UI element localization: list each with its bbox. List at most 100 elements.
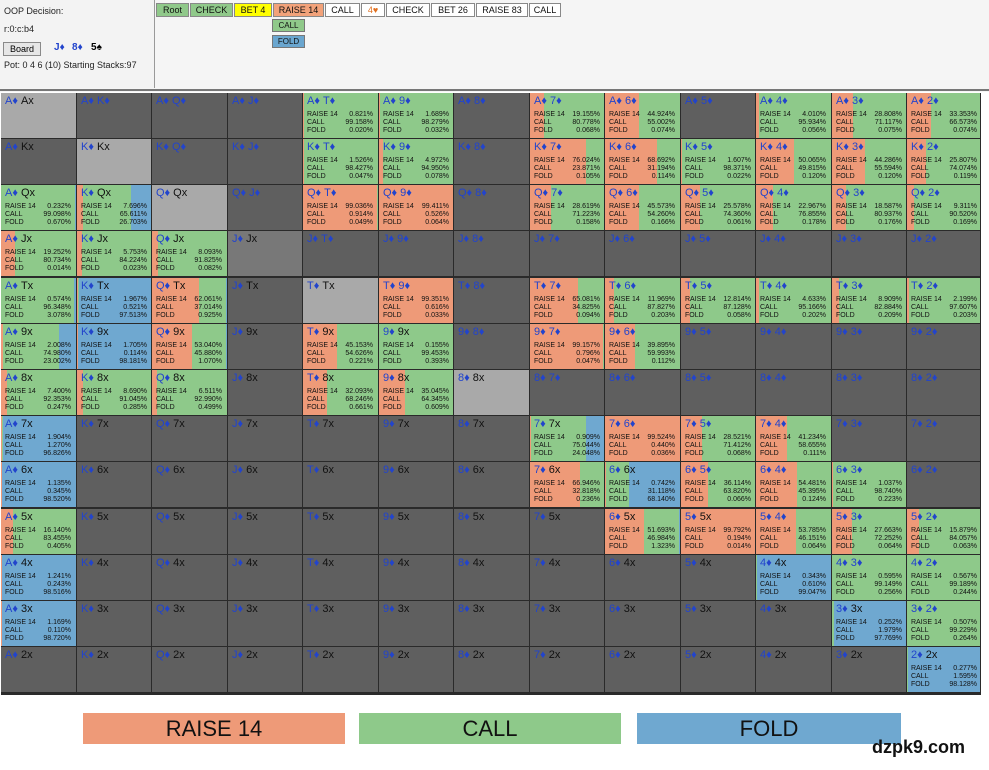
hand-cell[interactable]: T♦ 8♦ — [454, 278, 529, 323]
hand-cell[interactable]: RAISE 14 62.061% CALL 37.014% FOLD 0.925% Q♦ Tx — [152, 278, 227, 323]
hand-cell[interactable]: RAISE 14 8.690% CALL 91.045% FOLD 0.285% K♦ 8x — [77, 370, 151, 415]
hand-cell[interactable]: RAISE 14 1.607% CALL 98.371% FOLD 0.022% K♦ 5♦ — [681, 139, 755, 184]
hand-cell[interactable]: RAISE 14 53.040% CALL 45.880% FOLD 1.070% Q♦ 9x — [152, 324, 227, 369]
nav-action-7[interactable]: BET 26 — [431, 3, 475, 17]
nav-action-9[interactable]: CALL — [529, 3, 561, 17]
hand-cell[interactable]: 8♦ 5♦ — [681, 370, 755, 415]
hand-cell[interactable]: RAISE 14 44.286% CALL 55.594% FOLD 0.120% K♦ 3♦ — [832, 139, 906, 184]
hand-cell[interactable]: RAISE 14 65.081% CALL 34.825% FOLD 0.094% T♦ 7♦ — [530, 278, 604, 323]
hand-cell[interactable]: Q♦ 7x — [152, 416, 227, 461]
hand-cell[interactable]: J♦ 9x — [228, 324, 302, 369]
hand-cell[interactable]: RAISE 14 5.753% CALL 84.224% FOLD 0.023% K♦ Jx — [77, 231, 151, 276]
hand-cell[interactable]: RAISE 14 0.155% CALL 99.453% FOLD 0.393% 9♦ 9x — [379, 324, 453, 369]
hand-cell[interactable]: RAISE 14 2.008% CALL 74.980% FOLD 23.002% A♦ 9x — [1, 324, 76, 369]
hand-cell[interactable]: J♦ 7♦ — [530, 231, 604, 276]
hand-cell[interactable]: RAISE 14 1.705% CALL 0.114% FOLD 98.181% K♦ 9x — [77, 324, 151, 369]
hand-cell[interactable]: RAISE 14 0.277% CALL 1.595% FOLD 98.128% 2♦ 2x — [907, 647, 980, 692]
hand-cell[interactable]: J♦ T♦ — [303, 231, 378, 276]
hand-cell[interactable]: 6♦ 4x — [605, 555, 680, 600]
hand-cell[interactable]: T♦ 3x — [303, 601, 378, 646]
hand-cell[interactable]: J♦ 5x — [228, 509, 302, 554]
hand-cell[interactable]: 9♦ 8♦ — [454, 324, 529, 369]
hand-cell[interactable]: 9♦ 6x — [379, 462, 453, 507]
hand-cell[interactable]: A♦ Kx — [1, 139, 76, 184]
hand-cell[interactable]: 9♦ 5x — [379, 509, 453, 554]
hand-cell[interactable]: A♦ Ax — [1, 93, 76, 138]
hand-cell[interactable]: RAISE 14 19.252% CALL 80.734% FOLD 0.014% A♦ Jx — [1, 231, 76, 276]
hand-cell[interactable]: RAISE 14 1.904% CALL 1.270% FOLD 96.826% A♦ 7x — [1, 416, 76, 461]
hand-cell[interactable]: RAISE 14 7.400% CALL 92.353% FOLD 0.247% A♦ 8x — [1, 370, 76, 415]
hand-cell[interactable]: RAISE 14 1.689% CALL 98.279% FOLD 0.032% A♦ 9♦ — [379, 93, 453, 138]
hand-cell[interactable]: 5♦ 3x — [681, 601, 755, 646]
nav-action-1[interactable]: CHECK — [190, 3, 233, 17]
sub-action-fold[interactable]: FOLD — [272, 35, 305, 48]
hand-cell[interactable]: K♦ 7x — [77, 416, 151, 461]
hand-cell[interactable]: 9♦ 3♦ — [832, 324, 906, 369]
hand-cell[interactable]: 9♦ 4♦ — [756, 324, 831, 369]
hand-cell[interactable]: 6♦ 3x — [605, 601, 680, 646]
hand-cell[interactable]: J♦ 2♦ — [907, 231, 980, 276]
hand-cell[interactable]: RAISE 14 32.093% CALL 68.246% FOLD 0.661% T♦ 8x — [303, 370, 378, 415]
hand-cell[interactable]: K♦ 4x — [77, 555, 151, 600]
hand-cell[interactable]: 4♦ 3x — [756, 601, 831, 646]
hand-cell[interactable]: RAISE 14 99.157% CALL 0.796% FOLD 0.047% 9♦ 7♦ — [530, 324, 604, 369]
hand-cell[interactable]: J♦ 4x — [228, 555, 302, 600]
hand-cell[interactable]: 3♦ 2x — [832, 647, 906, 692]
hand-cell[interactable]: RAISE 14 44.924% CALL 55.002% FOLD 0.074% A♦ 6♦ — [605, 93, 680, 138]
hand-cell[interactable]: T♦ 4x — [303, 555, 378, 600]
hand-cell[interactable]: 9♦ 2♦ — [907, 324, 980, 369]
hand-cell[interactable]: RAISE 14 1.967% CALL 0.521% FOLD 97.513% K♦ Tx — [77, 278, 151, 323]
hand-cell[interactable]: J♦ Jx — [228, 231, 302, 276]
hand-cell[interactable]: J♦ 8x — [228, 370, 302, 415]
hand-cell[interactable]: RAISE 14 25.807% CALL 74.074% FOLD 0.119% K♦ 2♦ — [907, 139, 980, 184]
hand-cell[interactable]: RAISE 14 0.507% CALL 99.229% FOLD 0.264% 3♦ 2♦ — [907, 601, 980, 646]
hand-cell[interactable]: A♦ 5♦ — [681, 93, 755, 138]
hand-cell[interactable]: RAISE 14 12.814% CALL 87.128% FOLD 0.058% T♦ 5♦ — [681, 278, 755, 323]
hand-cell[interactable]: RAISE 14 8.909% CALL 82.884% FOLD 0.209% T♦ 3♦ — [832, 278, 906, 323]
hand-cell[interactable]: 9♦ 7x — [379, 416, 453, 461]
hand-cell[interactable]: K♦ 2x — [77, 647, 151, 692]
nav-action-2[interactable]: BET 4 — [234, 3, 272, 17]
hand-cell[interactable]: RAISE 14 0.232% CALL 99.098% FOLD 0.670% A♦ Qx — [1, 185, 76, 230]
hand-cell[interactable]: RAISE 14 19.155% CALL 80.778% FOLD 0.068% A♦ 7♦ — [530, 93, 604, 138]
hand-cell[interactable]: 8♦ 2♦ — [907, 370, 980, 415]
hand-cell[interactable]: RAISE 14 35.045% CALL 64.345% FOLD 0.609% 9♦ 8x — [379, 370, 453, 415]
hand-cell[interactable]: RAISE 14 99.792% CALL 0.194% FOLD 0.014% 5♦ 5x — [681, 509, 755, 554]
hand-cell[interactable]: RAISE 14 68.692% CALL 31.194% FOLD 0.114% K♦ 6♦ — [605, 139, 680, 184]
hand-cell[interactable]: RAISE 14 0.595% CALL 99.149% FOLD 0.256% 4♦ 3♦ — [832, 555, 906, 600]
hand-cell[interactable]: RAISE 14 1.169% CALL 0.110% FOLD 98.720% A♦ 3x — [1, 601, 76, 646]
hand-cell[interactable]: RAISE 14 4.633% CALL 95.166% FOLD 0.202% T♦ 4♦ — [756, 278, 831, 323]
hand-cell[interactable]: RAISE 14 0.343% CALL 0.610% FOLD 99.047% 4♦ 4x — [756, 555, 831, 600]
hand-cell[interactable]: K♦ 6x — [77, 462, 151, 507]
sub-action-call[interactable]: CALL — [272, 19, 305, 32]
hand-cell[interactable]: K♦ Kx — [77, 139, 151, 184]
hand-cell[interactable]: T♦ 5x — [303, 509, 378, 554]
hand-cell[interactable]: A♦ K♦ — [77, 93, 151, 138]
hand-cell[interactable]: RAISE 14 0.821% CALL 99.158% FOLD 0.020% A♦ T♦ — [303, 93, 378, 138]
hand-cell[interactable]: 9♦ 2x — [379, 647, 453, 692]
hand-cell[interactable]: T♦ 7x — [303, 416, 378, 461]
hand-cell[interactable]: A♦ J♦ — [228, 93, 302, 138]
hand-cell[interactable]: RAISE 14 22.967% CALL 76.855% FOLD 0.178% Q♦ 4♦ — [756, 185, 831, 230]
hand-cell[interactable]: 8♦ 4x — [454, 555, 529, 600]
nav-action-5[interactable]: 4♥ — [361, 3, 385, 17]
hand-cell[interactable]: RAISE 14 76.024% CALL 23.871% FOLD 0.105% K♦ 7♦ — [530, 139, 604, 184]
hand-cell[interactable]: RAISE 14 54.481% CALL 45.395% FOLD 0.124% 6♦ 4♦ — [756, 462, 831, 507]
hand-cell[interactable]: 8♦ 2x — [454, 647, 529, 692]
hand-cell[interactable]: 4♦ 2x — [756, 647, 831, 692]
hand-cell[interactable]: RAISE 14 53.785% CALL 46.151% FOLD 0.064% 5♦ 4♦ — [756, 509, 831, 554]
hand-cell[interactable]: J♦ 5♦ — [681, 231, 755, 276]
hand-cell[interactable]: RAISE 14 9.311% CALL 90.520% FOLD 0.169% Q♦ 2♦ — [907, 185, 980, 230]
hand-cell[interactable]: RAISE 14 0.567% CALL 99.189% FOLD 0.244% 4♦ 2♦ — [907, 555, 980, 600]
hand-cell[interactable]: RAISE 14 1.241% CALL 0.243% FOLD 98.516% A♦ 4x — [1, 555, 76, 600]
hand-cell[interactable]: 8♦ 7♦ — [530, 370, 604, 415]
hand-cell[interactable]: RAISE 14 1.135% CALL 0.345% FOLD 98.520% A♦ 6x — [1, 462, 76, 507]
hand-cell[interactable]: Q♦ 8♦ — [454, 185, 529, 230]
hand-cell[interactable]: RAISE 14 99.351% CALL 0.616% FOLD 0.033% T♦ 9♦ — [379, 278, 453, 323]
hand-cell[interactable]: 8♦ 7x — [454, 416, 529, 461]
hand-cell[interactable]: 8♦ 6x — [454, 462, 529, 507]
hand-cell[interactable]: 7♦ 3x — [530, 601, 604, 646]
hand-cell[interactable]: RAISE 14 4.010% CALL 95.934% FOLD 0.056% A♦ 4♦ — [756, 93, 831, 138]
hand-cell[interactable]: 5♦ 4x — [681, 555, 755, 600]
nav-action-0[interactable]: Root — [156, 3, 189, 17]
